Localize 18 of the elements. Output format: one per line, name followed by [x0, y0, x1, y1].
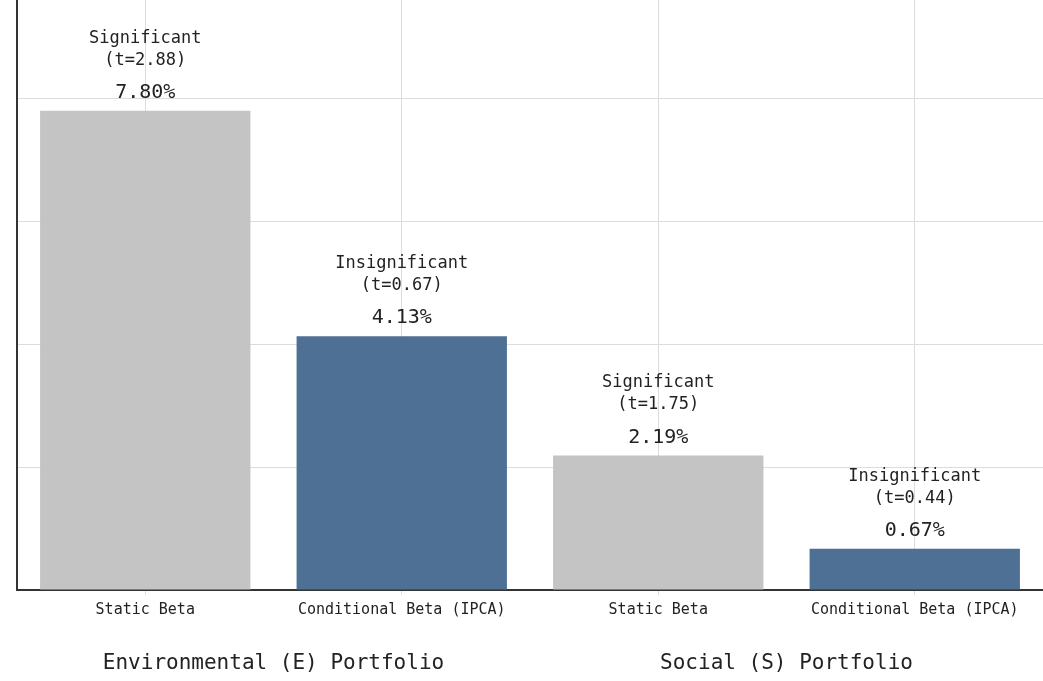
data-label: 7.80% [115, 78, 176, 103]
bar [809, 548, 1020, 590]
data-label: 0.67% [884, 517, 945, 542]
annotation: Insignificant (t=0.67) [335, 252, 469, 295]
x-tick-label: Static Beta [608, 599, 708, 618]
annotation: Insignificant (t=0.44) [848, 464, 982, 507]
x-tick-label: Conditional Beta (IPCA) [810, 599, 1019, 618]
bar [40, 110, 251, 590]
text: Social (S) Portfolio [660, 650, 913, 675]
x-tick-label: Conditional Beta (IPCA) [297, 599, 506, 618]
data-label: 4.13% [371, 304, 432, 329]
annotation: Significant (t=2.88) [88, 26, 202, 69]
text: Environmental (E) Portfolio [102, 650, 445, 675]
data-label: 2.19% [628, 423, 689, 448]
bar [553, 455, 764, 590]
annotation: Significant (t=1.75) [601, 371, 715, 414]
x-tick-label: Static Beta [95, 599, 195, 618]
bar [296, 336, 507, 590]
